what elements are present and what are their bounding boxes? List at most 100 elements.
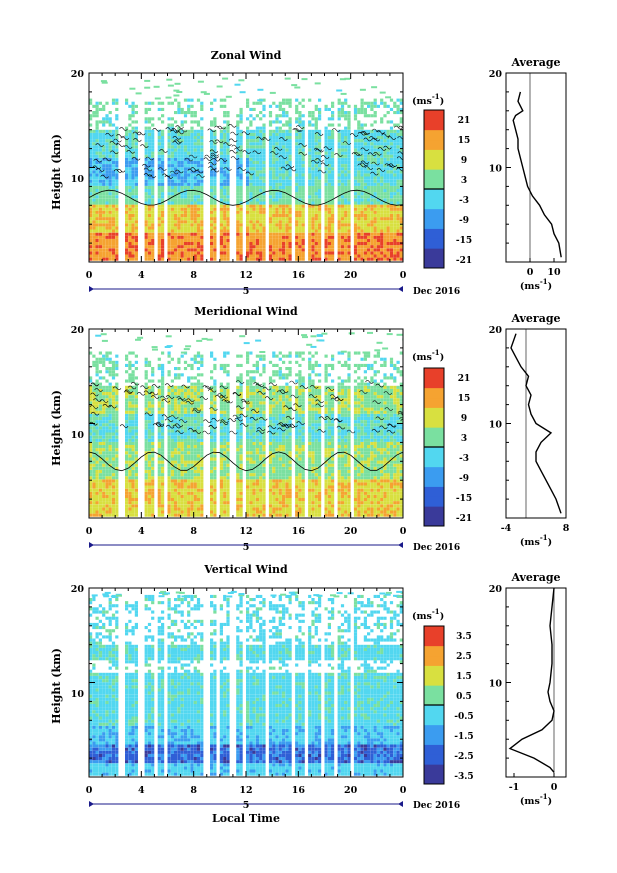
heatmap-cell [144,126,148,130]
heatmap-cell [219,157,223,161]
heatmap-cell [161,210,165,214]
heatmap-cell [324,167,328,171]
heatmap-cell [131,195,135,199]
heatmap-cell [367,148,371,152]
heatmap-cell [219,201,223,205]
heatmap-cell [255,164,259,168]
heatmap-cell [144,195,148,199]
heatmap-cell [285,195,289,199]
heatmap-cell [311,192,315,196]
heatmap-cell [131,385,135,389]
heatmap-cell [102,238,106,242]
heatmap-cell [105,451,109,455]
heatmap-cell [98,494,102,498]
heatmap-cell [223,248,227,252]
heatmap-cell [157,457,161,461]
heatmap-cell [357,210,361,214]
heatmap-cell [226,154,230,158]
heatmap-cell [327,167,331,171]
heatmap-cell [95,195,99,199]
heatmap-cell [108,416,112,420]
heatmap-cell [102,473,106,477]
heatmap-cell [125,498,129,502]
heatmap-cell [167,501,171,505]
heatmap-cell [92,148,96,152]
heatmap-cell [278,185,282,189]
heatmap-cell [340,101,345,105]
heatmap-cell [239,198,243,202]
heatmap-cell [213,182,217,186]
heatmap-cell [327,201,331,205]
heatmap-cell [399,176,403,180]
heatmap-cell [363,167,367,171]
heatmap-cell [386,210,390,214]
heatmap-cell [246,167,250,171]
heatmap-cell [396,185,400,189]
heatmap-cell [373,148,377,152]
heatmap-cell [144,507,148,511]
heatmap-cell [370,151,374,155]
heatmap-cell [311,226,315,230]
heatmap-cell [190,248,194,252]
heatmap-cell [151,379,155,383]
heatmap-cell [196,142,201,146]
heatmap-cell [170,485,174,489]
heatmap-cell [363,223,367,227]
heatmap-cell [125,454,129,458]
heatmap-cell [252,117,256,121]
heatmap-cell [92,485,96,489]
heatmap-cell [115,164,119,168]
heatmap-cell [367,226,371,230]
heatmap-cell [102,494,106,498]
heatmap-cell [115,238,119,242]
heatmap-cell [255,214,259,218]
heatmap-cell [167,488,171,492]
heatmap-cell [167,251,171,255]
heatmap-cell [367,235,371,239]
heatmap-cell [373,160,377,164]
heatmap-cell [246,198,250,202]
heatmap-cell [239,136,243,140]
heatmap-cell [393,214,397,218]
heatmap-cell [102,513,106,517]
heatmap-cell [147,214,152,218]
heatmap-cell [396,217,400,221]
heatmap-cell [193,207,197,211]
heatmap-cell [262,114,266,118]
heatmap-cell [236,192,240,196]
heatmap-cell [187,173,191,177]
heatmap-cell [180,136,184,140]
heatmap-cell [357,201,361,205]
heatmap-cell [282,123,286,127]
heatmap-cell [108,410,112,414]
heatmap-cell [282,182,286,186]
contour-line [241,131,251,135]
heatmap-cell [196,232,201,236]
heatmap-cell [190,201,194,205]
heatmap-cell [161,179,165,183]
heatmap-cell [131,167,135,171]
heatmap-cell [213,245,217,249]
heatmap-cell [98,413,102,417]
heatmap-cell [295,157,299,161]
heatmap-cell [262,107,266,111]
heatmap-cell [239,223,243,227]
contour-line [388,163,398,167]
heatmap-cell [383,136,387,140]
heatmap-cell [376,198,380,202]
heatmap-cell [157,192,161,196]
heatmap-cell [98,154,102,158]
heatmap-cell [226,195,230,199]
heatmap-cell [363,179,367,183]
heatmap-cell [151,398,155,402]
heatmap-cell [268,132,273,136]
heatmap-cell [131,432,135,436]
heatmap-cell [380,229,384,233]
heatmap-cell [105,214,109,218]
heatmap-cell [373,142,377,146]
heatmap-cell [89,207,93,211]
heatmap-cell [101,81,108,84]
heatmap-cell [371,86,378,89]
colorbar-swatch [424,228,444,239]
heatmap-cell [331,123,335,127]
